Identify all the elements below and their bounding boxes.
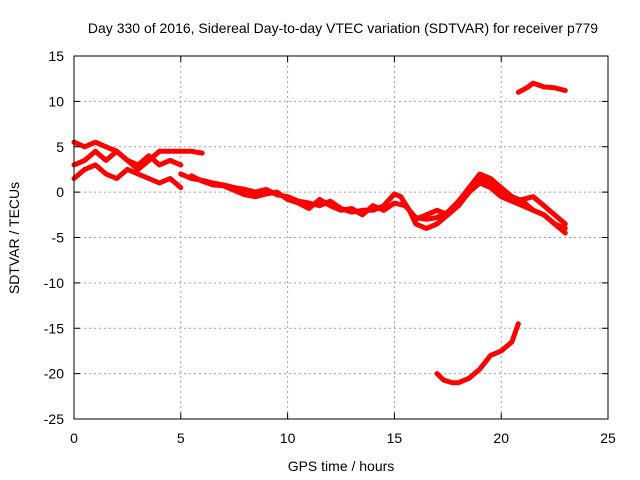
series-line-track-b [71,162,184,191]
y-tick-label: -5 [52,230,65,246]
y-tick-label: -10 [44,275,64,291]
data-series [71,80,568,386]
x-tick-label: 5 [177,430,185,446]
x-tick-label: 0 [70,430,78,446]
x-tick-label: 10 [280,430,296,446]
grid-lines [74,56,608,419]
series-line-track-f [413,180,568,227]
y-tick-label: -20 [44,366,64,382]
y-tick-label: 5 [56,139,64,155]
x-tick-label: 25 [600,430,616,446]
series-line-track-g [434,321,521,386]
chart-title: Day 330 of 2016, Sidereal Day-to-day VTE… [88,20,598,36]
y-tick-label: 15 [48,48,64,64]
series-line-track-h [515,80,568,95]
y-tick-label: 10 [48,93,64,109]
series-line-track-e [189,171,568,231]
series-line-track-a [71,139,205,172]
x-tick-label: 15 [387,430,403,446]
x-tick-label: 20 [493,430,509,446]
y-tick-label: 0 [56,184,64,200]
series-line-track-c [71,148,184,168]
y-axis-label: SDTVAR / TECUs [6,182,22,294]
x-axis-label: GPS time / hours [288,458,395,474]
y-tick-label: -25 [44,411,64,427]
axis-ticks: 0 5 10 15 20 25 -25 -20 -15 -10 -5 0 5 10 15 [44,48,616,446]
y-tick-label: -15 [44,320,64,336]
